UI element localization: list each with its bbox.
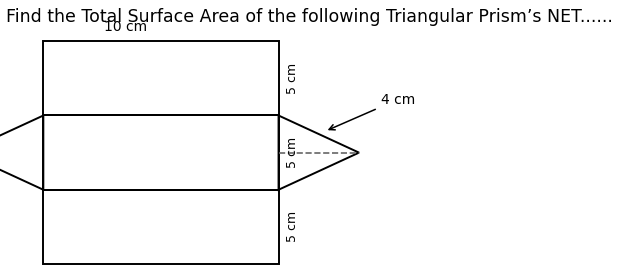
Text: 5 cm: 5 cm: [285, 211, 299, 243]
Text: Find the Total Surface Area of the following Triangular Prism’s NET......: Find the Total Surface Area of the follo…: [6, 8, 613, 26]
Text: 4 cm: 4 cm: [329, 93, 415, 130]
Text: 5 cm: 5 cm: [285, 137, 299, 168]
Text: 5 cm: 5 cm: [285, 63, 299, 94]
Text: 10 cm: 10 cm: [104, 20, 147, 34]
